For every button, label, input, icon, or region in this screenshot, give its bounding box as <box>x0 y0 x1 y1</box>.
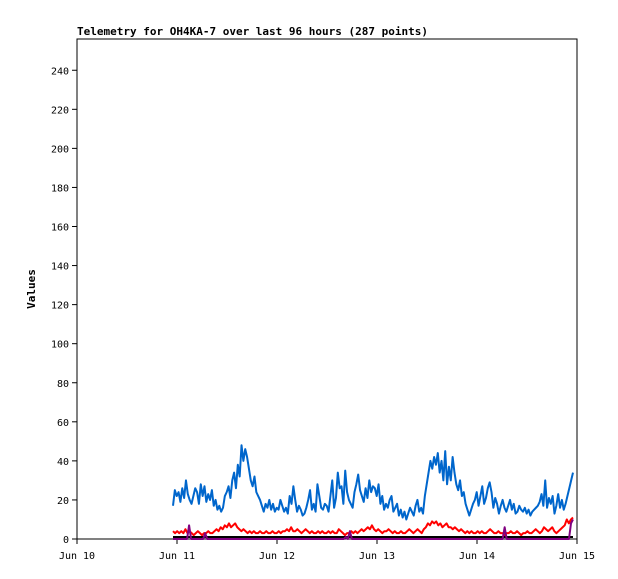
y-tick-label: 80 <box>57 379 69 390</box>
y-tick-label: 20 <box>57 496 69 507</box>
plot-area-frame <box>76 38 578 540</box>
series-line-1 <box>172 444 574 521</box>
y-tick-label: 100 <box>51 340 69 351</box>
y-tick-label: 240 <box>51 66 69 77</box>
series-line-2 <box>172 516 574 537</box>
y-tick-label: 220 <box>51 105 69 116</box>
x-tick-label: Jun 15 <box>559 551 595 562</box>
x-tick-label: Jun 10 <box>59 551 95 562</box>
y-tick-label: 40 <box>57 457 69 468</box>
series-line-4 <box>173 519 574 540</box>
y-tick-label: 120 <box>51 301 69 312</box>
x-tick-label: Jun 12 <box>259 551 295 562</box>
x-axis: Jun 10 Jun 11 Jun 12 Jun 13 Jun 14 Jun 15 <box>59 539 595 562</box>
y-tick-label: 140 <box>51 262 69 273</box>
x-tick-label: Jun 13 <box>359 551 395 562</box>
series-layer <box>172 444 574 540</box>
y-tick-label: 0 <box>63 535 69 546</box>
x-tick-label: Jun 14 <box>459 551 495 562</box>
x-tick-label: Jun 11 <box>159 551 195 562</box>
y-axis: 0 20 40 60 80 100 120 140 160 180 200 220 240 <box>51 66 77 546</box>
chart-title: Telemetry for OH4KA-7 over last 96 hours… <box>77 25 428 38</box>
y-tick-label: 180 <box>51 183 69 194</box>
y-tick-label: 60 <box>57 418 69 429</box>
y-axis-label: Values <box>25 269 38 309</box>
y-tick-label: 160 <box>51 223 69 234</box>
y-tick-label: 200 <box>51 144 69 155</box>
